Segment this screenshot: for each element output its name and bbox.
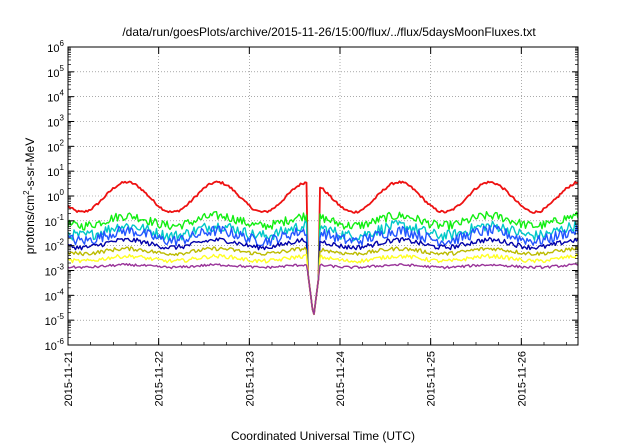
y-tick-label: 101 xyxy=(47,163,64,179)
series-line-1 xyxy=(67,180,579,316)
x-tick-label: 2015-11-25 xyxy=(426,351,438,406)
y-tick-label: 10-6 xyxy=(45,337,65,353)
series-line-8 xyxy=(67,263,579,315)
y-tick-label: 100 xyxy=(47,188,64,204)
y-axis: 10-6 10-5 10-4 10-3 10-2 10-1 100 101 102 103 104 1… xyxy=(45,39,578,353)
grid xyxy=(68,47,578,345)
x-axis-label: Coordinated Universal Time (UTC) xyxy=(231,429,415,443)
x-tick-label: 2015-11-21 xyxy=(63,351,75,406)
series-line-4 xyxy=(67,224,579,315)
y-axis-label: protons/cm2-s-sr-MeV xyxy=(22,138,37,254)
x-tick-label: 2015-11-26 xyxy=(516,351,528,406)
series-line-2 xyxy=(67,211,579,315)
y-tick-label: 102 xyxy=(47,138,64,154)
y-tick-label: 10-4 xyxy=(45,287,65,303)
y-tick-label: 104 xyxy=(47,89,64,105)
series-line-6 xyxy=(67,246,579,315)
y-tick-label: 10-1 xyxy=(45,213,65,229)
series-line-7 xyxy=(67,253,579,315)
chart-title: /data/run/goesPlots/archive/2015-11-26/1… xyxy=(122,25,536,39)
y-tick-label: 105 xyxy=(47,64,64,80)
x-axis: 2015-11-21 2015-11-22 2015-11-23 2015-11-24… xyxy=(63,47,568,406)
y-tick-label: 103 xyxy=(47,114,64,130)
series-line-3 xyxy=(67,220,579,315)
x-tick-label: 2015-11-22 xyxy=(154,351,166,406)
series-line-5 xyxy=(67,237,579,315)
y-tick-label: 10-5 xyxy=(45,312,65,328)
series-layer xyxy=(67,180,579,316)
x-tick-label: 2015-11-24 xyxy=(335,351,347,406)
y-tick-label: 10-3 xyxy=(45,263,65,279)
y-tick-label: 106 xyxy=(47,39,64,55)
x-tick-label: 2015-11-23 xyxy=(244,351,256,406)
y-tick-label: 10-2 xyxy=(45,238,65,254)
